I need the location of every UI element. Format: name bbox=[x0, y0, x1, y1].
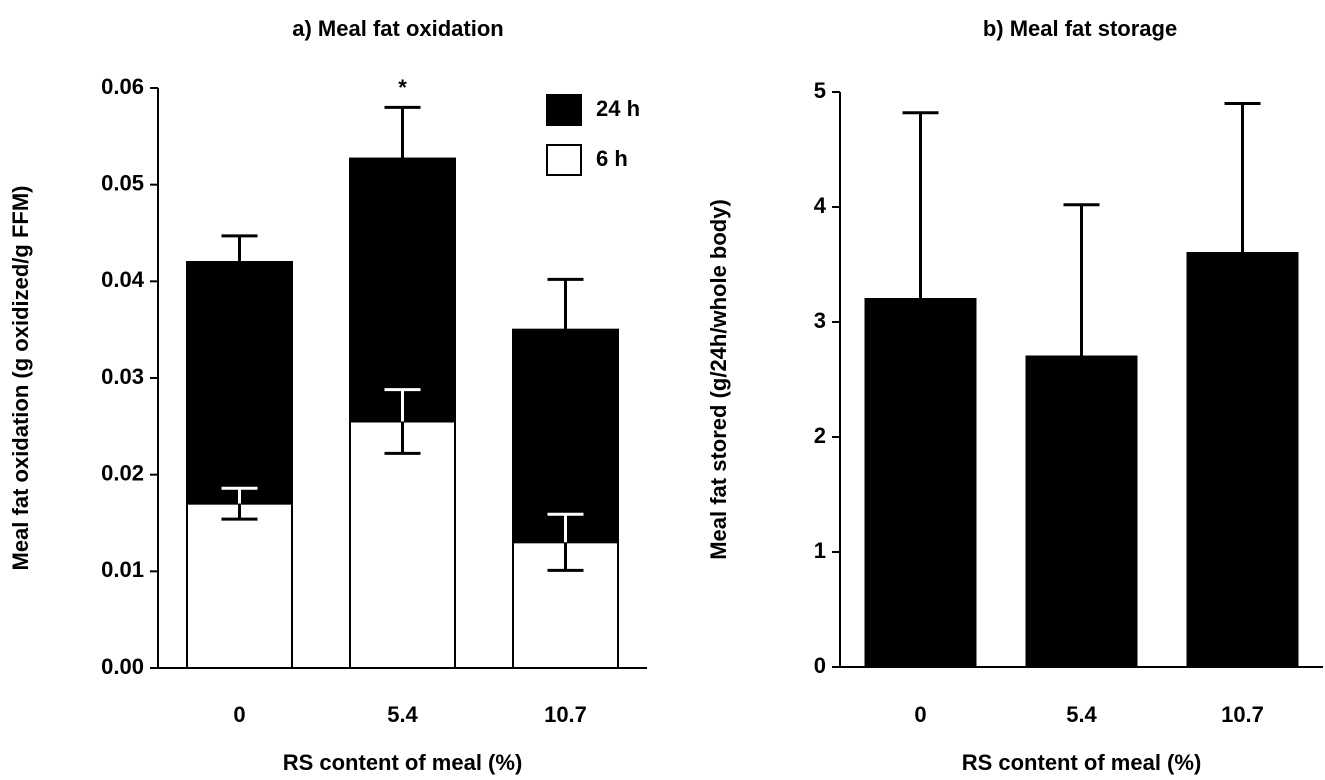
error-bar-lower bbox=[547, 542, 584, 572]
x-tick-label: 5.4 bbox=[387, 702, 418, 727]
y-tick-label: 3 bbox=[814, 308, 826, 333]
y-tick-label: 2 bbox=[814, 423, 826, 448]
x-axis-title: RS content of meal (%) bbox=[283, 750, 523, 775]
annotation: * bbox=[398, 75, 407, 100]
x-axis-title: RS content of meal (%) bbox=[962, 750, 1202, 775]
x-tick-label: 5.4 bbox=[1066, 702, 1097, 727]
error-bar-lower bbox=[384, 421, 421, 455]
error-bar-upper bbox=[1224, 102, 1261, 253]
bar bbox=[864, 298, 977, 668]
y-tick-label: 0.01 bbox=[101, 557, 144, 582]
error-bar-upper bbox=[384, 105, 421, 159]
error-bar-upper bbox=[547, 277, 584, 330]
y-tick-label: 0 bbox=[814, 653, 826, 678]
y-axis-title: Meal fat oxidation (g oxidized/g FFM) bbox=[8, 186, 33, 571]
error-bar-upper bbox=[221, 234, 258, 262]
bar bbox=[1186, 252, 1299, 668]
y-tick-label: 0.06 bbox=[101, 74, 144, 99]
y-tick-label: 0.03 bbox=[101, 364, 144, 389]
error-bar-upper bbox=[384, 388, 421, 422]
legend-swatch bbox=[546, 94, 582, 126]
y-tick-label: 4 bbox=[814, 193, 827, 218]
chart-title: b) Meal fat storage bbox=[983, 16, 1177, 41]
bar bbox=[349, 420, 456, 669]
y-tick-label: 5 bbox=[814, 78, 826, 103]
error-bar-upper bbox=[221, 486, 258, 504]
y-axis-title: Meal fat stored (g/24h/whole body) bbox=[706, 199, 731, 560]
x-tick-label: 10.7 bbox=[544, 702, 587, 727]
legend-swatch bbox=[546, 144, 582, 176]
bar bbox=[1025, 355, 1138, 668]
x-tick-label: 10.7 bbox=[1221, 702, 1264, 727]
x-tick-label: 0 bbox=[233, 702, 245, 727]
y-tick-label: 0.05 bbox=[101, 170, 144, 195]
y-tick-label: 0.02 bbox=[101, 460, 144, 485]
error-bar-upper bbox=[902, 111, 939, 299]
chart-title: a) Meal fat oxidation bbox=[292, 16, 503, 41]
y-tick-label: 0.04 bbox=[101, 267, 145, 292]
error-bar-upper bbox=[1063, 203, 1100, 357]
y-tick-label: 0.00 bbox=[101, 654, 144, 679]
legend-label: 6 h bbox=[596, 146, 628, 171]
error-bar-upper bbox=[547, 512, 584, 543]
bar bbox=[186, 502, 293, 669]
y-tick-label: 1 bbox=[814, 538, 826, 563]
error-bar-lower bbox=[221, 503, 258, 521]
x-tick-label: 0 bbox=[914, 702, 926, 727]
legend-label: 24 h bbox=[596, 96, 640, 121]
